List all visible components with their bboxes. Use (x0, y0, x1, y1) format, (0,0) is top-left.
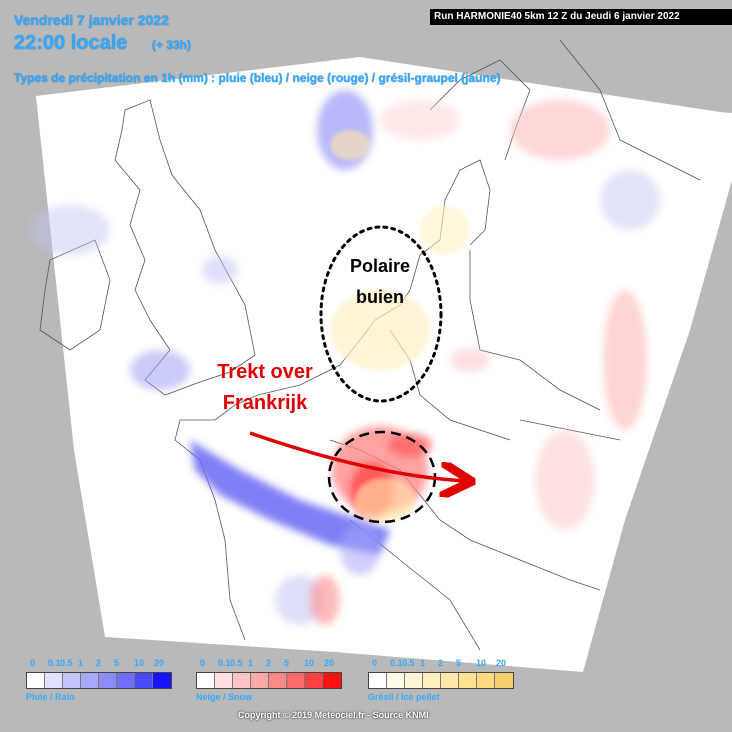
rain-legend-swatch (153, 673, 171, 688)
rain-legend: 0 0.1 0.5 1 2 5 10 20 Pluie / Rain (26, 658, 172, 702)
annotation-frankrijk: Frankrijk (222, 392, 308, 414)
ice-legend-tick: 20 (496, 658, 507, 668)
snow-legend-tick: 10 (304, 658, 315, 668)
ice-legend-swatch (369, 673, 387, 688)
ice-legend-swatch (405, 673, 423, 688)
snow-legend-swatch (215, 673, 233, 688)
ice-legend-swatch (423, 673, 441, 688)
map-description: Types de précipitation en 1h (mm) : plui… (14, 71, 501, 85)
snow-legend-swatch (197, 673, 215, 688)
snow-legend-swatch (269, 673, 287, 688)
model-run-banner: Run HARMONIE40 5km 12 Z du Jeudi 6 janvi… (430, 9, 732, 25)
snow-legend-swatch (323, 673, 341, 688)
snow-legend-tick: 0.5 (230, 658, 243, 668)
rain-legend-swatch (117, 673, 135, 688)
rain-legend-tick: 0.5 (60, 658, 73, 668)
rain-legend-tick: 1 (78, 658, 84, 668)
rain-legend-name: Pluie / Rain (26, 692, 75, 702)
track-arrow (249, 431, 465, 481)
forecast-date: Vendredi 7 janvier 2022 (14, 12, 169, 28)
snow-legend: 0 0.1 0.5 1 2 5 10 20 Neige / Snow (196, 658, 342, 702)
rain-legend-tick: 0 (30, 658, 36, 668)
rain-legend-tick: 20 (154, 658, 165, 668)
snow-legend-tick: 5 (284, 658, 290, 668)
ice-legend-name: Grésil / Ice pellet (368, 692, 440, 702)
rain-legend-tick: 0.1 (48, 658, 61, 668)
rain-legend-swatch (27, 673, 45, 688)
rain-legend-swatch (81, 673, 99, 688)
rain-legend-swatch (99, 673, 117, 688)
ice-legend-tick: 2 (438, 658, 444, 668)
rain-legend-swatch (45, 673, 63, 688)
rain-legend-tick: 2 (96, 658, 102, 668)
snow-legend-tick: 0.1 (218, 658, 231, 668)
snow-legend-scale (196, 672, 342, 689)
ice-legend-swatch (387, 673, 405, 688)
ice-pellet-areas (330, 130, 470, 522)
rain-legend-ticks: 0 0.1 0.5 1 2 5 10 20 (26, 658, 172, 668)
snow-legend-tick: 2 (266, 658, 272, 668)
coastlines (39, 39, 701, 651)
annotation-trekt-over: Trekt over (217, 361, 313, 383)
polar-showers-circle (319, 225, 443, 403)
ice-legend-tick: 0.5 (402, 658, 415, 668)
annotation-buien: buien (356, 287, 404, 307)
ice-legend-tick: 1 (420, 658, 426, 668)
ice-legend: 0 0.1 0.5 1 2 5 10 20 Grésil / Ice pellet (368, 658, 514, 702)
ice-legend-tick: 10 (476, 658, 487, 668)
rain-legend-swatch (63, 673, 81, 688)
ice-legend-swatch (477, 673, 495, 688)
rain-legend-swatch (135, 673, 153, 688)
ice-legend-ticks: 0 0.1 0.5 1 2 5 10 20 (368, 658, 514, 668)
forecast-offset: (+ 33h) (152, 38, 192, 52)
rain-legend-tick: 5 (114, 658, 120, 668)
snow-legend-tick: 0 (200, 658, 206, 668)
forecast-time: 22:00 locale (14, 32, 128, 54)
annotation-polaire: Polaire (349, 256, 411, 276)
snow-legend-tick: 1 (248, 658, 254, 668)
snow-legend-swatch (287, 673, 305, 688)
snow-legend-ticks: 0 0.1 0.5 1 2 5 10 20 (196, 658, 342, 668)
ice-legend-tick: 0 (372, 658, 378, 668)
ice-legend-scale (368, 672, 514, 689)
rain-legend-tick: 10 (134, 658, 145, 668)
snow-legend-swatch (233, 673, 251, 688)
ice-legend-tick: 5 (456, 658, 462, 668)
snow-legend-tick: 20 (324, 658, 335, 668)
ice-legend-swatch (495, 673, 513, 688)
snow-legend-swatch (251, 673, 269, 688)
ice-legend-tick: 0.1 (390, 658, 403, 668)
rain-areas (30, 90, 660, 625)
snow-legend-swatch (305, 673, 323, 688)
copyright: Copyright © 2019 Meteociel.fr - Source K… (238, 710, 429, 720)
ice-legend-swatch (459, 673, 477, 688)
ice-legend-swatch (441, 673, 459, 688)
rain-legend-scale (26, 672, 172, 689)
snow-legend-name: Neige / Snow (196, 692, 253, 702)
